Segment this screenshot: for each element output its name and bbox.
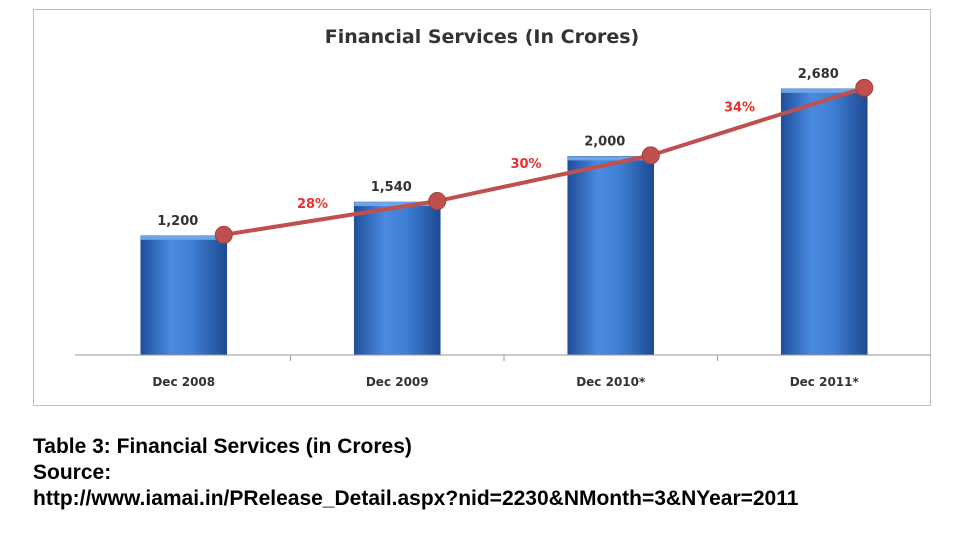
x-tick-label: Dec 2011*: [790, 375, 860, 389]
source-label: Source:: [33, 461, 112, 484]
data-label: 2,000: [584, 134, 625, 149]
source-url: http://www.iamai.in/PRelease_Detail.aspx…: [33, 487, 799, 510]
bar-top-highlight: [567, 156, 654, 161]
trend-line: [223, 85, 865, 237]
data-label: 1,200: [157, 214, 198, 229]
chart-frame: Financial Services (In Crores) Dec 2008 1…: [33, 9, 931, 406]
bar: [567, 156, 655, 356]
data-label: 1,540: [371, 180, 412, 195]
growth-label: 30%: [510, 157, 541, 172]
bar: [140, 235, 228, 356]
bar-top-highlight: [781, 88, 868, 93]
data-label: 2,680: [798, 67, 839, 82]
chart-title: Financial Services (In Crores): [325, 26, 640, 48]
growth-label: 28%: [297, 197, 328, 212]
bar-chart: Financial Services (In Crores) Dec 2008 1…: [33, 9, 931, 406]
x-tick-label: Dec 2010*: [576, 375, 646, 389]
trend-point: [855, 78, 874, 97]
x-tick-label: Dec 2008: [152, 375, 215, 389]
figure-caption: Table 3: Financial Services (in Crores): [33, 435, 412, 458]
trend-point: [214, 225, 233, 244]
bar: [780, 88, 868, 356]
trend-point: [428, 192, 447, 211]
bar-top-highlight: [354, 202, 441, 207]
x-tick-label: Dec 2009: [366, 375, 429, 389]
trend-point: [641, 146, 660, 165]
bar: [353, 201, 441, 356]
bar-top-highlight: [140, 235, 227, 240]
growth-label: 34%: [724, 101, 755, 116]
